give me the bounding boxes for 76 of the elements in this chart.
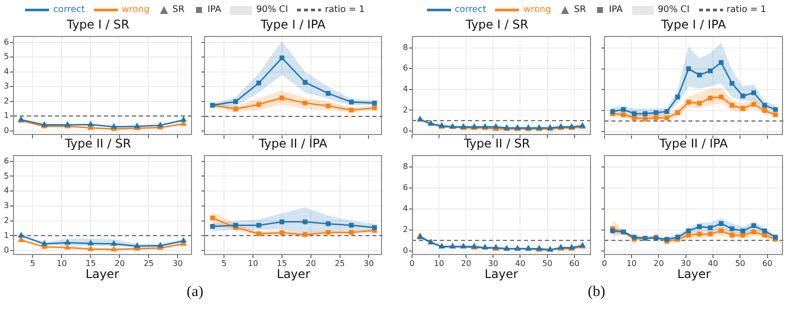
- chart-title: Type II / SR: [462, 136, 530, 150]
- x-tick-label: 40: [708, 258, 718, 268]
- x-tick-label: 10: [56, 258, 67, 268]
- x-tick-label: 50: [542, 258, 552, 268]
- y-tick-label: 4: [402, 84, 408, 94]
- chart-title: Type I / IPA: [660, 17, 727, 32]
- y-tick-label: 6: [4, 156, 9, 166]
- x-tick-label: 25: [334, 258, 345, 268]
- x-tick-label: 10: [626, 258, 637, 268]
- y-tick-label: 0: [402, 246, 408, 255]
- legend-label: ratio = 1: [325, 5, 365, 15]
- chart-title: Type I / SR: [66, 17, 130, 32]
- x-tick-label: 60: [569, 258, 580, 268]
- y-tick-label: 5: [4, 171, 9, 180]
- x-tick-label: 15: [276, 258, 288, 268]
- x-tick-label: 60: [762, 258, 772, 268]
- x-tick-label: 40: [515, 258, 526, 268]
- y-tick-label: 6: [4, 37, 9, 46]
- x-axis-title: Layer: [86, 266, 120, 281]
- x-tick-label: 20: [114, 258, 125, 268]
- text: 90% CI: [658, 5, 690, 15]
- y-tick-label: 0: [4, 246, 9, 255]
- text: IPA: [208, 5, 222, 15]
- text: IPA: [609, 5, 623, 15]
- y-tick-label: 1: [4, 230, 9, 240]
- text: correct: [454, 5, 486, 15]
- x-tick-label: 5: [222, 258, 227, 268]
- chart-title: Type I / IPA: [260, 17, 326, 32]
- y-tick-label: 6: [402, 182, 408, 192]
- y-tick-label: 6: [402, 64, 408, 73]
- y-tick-label: 4: [402, 204, 408, 213]
- chart-title: Type I / SR: [464, 17, 528, 32]
- text: SR: [574, 5, 586, 15]
- x-axis-title: Layer: [276, 266, 310, 281]
- chart-title: Type II / IPA: [258, 136, 328, 150]
- text: 90% CI: [256, 5, 288, 15]
- x-tick-label: 15: [86, 258, 96, 268]
- y-tick-label: 2: [402, 105, 408, 114]
- x-tick-label: 0: [602, 258, 607, 268]
- x-tick-label: 20: [654, 258, 664, 268]
- x-axis-title: Layer: [484, 266, 518, 281]
- x-tick-label: 10: [248, 258, 258, 268]
- x-tick-label: 20: [306, 258, 316, 268]
- y-tick-label: 8: [402, 162, 408, 172]
- x-tick-label: 30: [364, 258, 374, 268]
- legend-label: wrong: [122, 5, 150, 15]
- text: SR: [172, 5, 185, 15]
- x-tick-label: 30: [172, 258, 183, 268]
- y-tick-label: 2: [4, 96, 9, 106]
- y-tick-label: 2: [4, 216, 9, 225]
- x-axis-title: Layer: [677, 266, 711, 281]
- y-tick-label: 1: [4, 111, 9, 120]
- y-tick-label: 0: [402, 126, 408, 136]
- y-tick-label: 8: [402, 42, 408, 52]
- legend-label: correct: [53, 5, 85, 15]
- y-tick-label: 5: [4, 52, 9, 62]
- y-tick-label: 4: [4, 66, 9, 76]
- text: (a): [186, 284, 204, 301]
- legend-label: ratio = 1: [726, 5, 766, 15]
- y-tick-label: 3: [4, 201, 9, 210]
- chart-title: Type II / SR: [64, 136, 132, 150]
- x-tick-label: 20: [461, 258, 472, 268]
- x-tick-label: 10: [434, 258, 444, 268]
- x-tick-label: 30: [488, 258, 498, 268]
- y-tick-label: 2: [402, 224, 408, 234]
- chart-title: Type II / IPA: [658, 136, 728, 150]
- y-tick-label: 3: [4, 82, 9, 91]
- y-tick-label: 0: [4, 126, 9, 135]
- legend-label: wrong: [523, 5, 552, 15]
- x-tick-label: 30: [680, 258, 691, 268]
- text: (b): [586, 284, 606, 301]
- x-tick-label: 50: [735, 258, 746, 268]
- y-tick-label: 4: [4, 186, 9, 196]
- x-tick-label: 5: [30, 258, 36, 268]
- x-tick-label: 25: [144, 258, 154, 268]
- x-tick-label: 0: [409, 258, 415, 268]
